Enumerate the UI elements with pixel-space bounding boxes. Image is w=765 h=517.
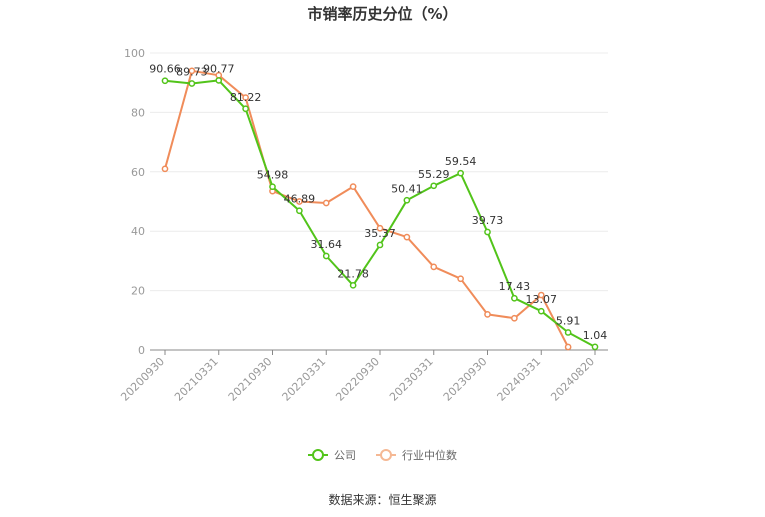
x-axis: 20200930 20210331 20210930 20220331 20220930… xyxy=(118,349,608,404)
data-source: 数据来源：恒生聚源 xyxy=(328,493,437,507)
x-tick-label: 20240820 xyxy=(548,355,597,404)
x-tick-label: 20240331 xyxy=(495,355,544,404)
data-point-industry-median xyxy=(296,198,303,205)
data-point-industry-median xyxy=(349,183,357,190)
data-label: 89.73 xyxy=(176,66,208,79)
data-point-industry-median xyxy=(564,343,572,351)
y-tick-label: 60 xyxy=(131,166,145,179)
series-line-company xyxy=(164,79,596,348)
data-label: 90.77 xyxy=(203,62,235,75)
data-point-company xyxy=(269,183,276,191)
y-tick-label: 40 xyxy=(131,225,145,238)
data-point-company xyxy=(161,77,169,85)
data-label: 17.43 xyxy=(499,280,531,293)
data-point-industry-median xyxy=(484,311,491,318)
data-label: 1.04 xyxy=(583,329,608,342)
data-point-industry-median xyxy=(188,67,196,75)
y-tick-label: 0 xyxy=(138,344,145,357)
data-point-industry-median xyxy=(457,275,464,283)
data-label: 39.73 xyxy=(472,214,504,227)
data-label: 55.29 xyxy=(418,168,450,181)
x-tick-label: 20210331 xyxy=(172,355,221,404)
data-point-company xyxy=(242,105,249,113)
data-point-industry-median xyxy=(403,233,411,241)
data-point-company xyxy=(537,307,545,315)
data-label: 59.54 xyxy=(445,155,477,168)
grid-lines xyxy=(150,52,608,292)
data-point-industry-median xyxy=(322,199,330,207)
data-label: 46.89 xyxy=(284,193,316,206)
x-tick-label: 20220930 xyxy=(333,355,382,404)
data-label: 31.64 xyxy=(311,238,343,251)
chart-title: 市销率历史分位（%） xyxy=(307,5,458,23)
x-tick-label: 20220331 xyxy=(280,355,329,404)
legend-swatch-industry-median xyxy=(376,449,396,461)
data-point-industry-median xyxy=(242,94,249,101)
data-label: 35.37 xyxy=(364,227,396,240)
data-point-company xyxy=(215,77,223,84)
data-label: 50.41 xyxy=(391,182,423,195)
y-tick-label: 20 xyxy=(131,285,145,298)
legend: 公司 行业中位数 xyxy=(0,447,765,463)
legend-item-industry-median[interactable]: 行业中位数 xyxy=(376,447,457,463)
data-point-company xyxy=(484,228,491,236)
data-point-industry-median xyxy=(537,291,545,299)
data-point-company xyxy=(296,207,303,215)
legend-swatch-company xyxy=(308,449,328,461)
data-point-industry-median xyxy=(376,224,384,232)
data-point-industry-median xyxy=(430,263,438,271)
data-point-industry-median xyxy=(511,314,518,322)
data-point-company xyxy=(403,196,411,204)
x-tick-label: 20200930 xyxy=(118,355,167,404)
legend-label-company: 公司 xyxy=(334,449,356,462)
data-label: 90.66 xyxy=(149,63,181,76)
data-label: 81.22 xyxy=(230,91,262,104)
series xyxy=(161,67,599,351)
data-point-company xyxy=(188,80,196,87)
data-point-company xyxy=(457,169,464,177)
y-axis: 0 20 40 60 80 100 xyxy=(124,47,145,357)
data-point-company xyxy=(376,241,384,249)
y-tick-label: 80 xyxy=(131,106,145,119)
data-label: 13.07 xyxy=(526,293,558,306)
legend-item-company[interactable]: 公司 xyxy=(308,447,356,463)
data-label: 21.78 xyxy=(337,267,369,280)
y-tick-label: 100 xyxy=(124,47,145,60)
data-point-company xyxy=(349,281,357,289)
data-label: 5.91 xyxy=(556,314,581,327)
data-label: 54.98 xyxy=(257,169,289,182)
x-tick-label: 20230331 xyxy=(387,355,436,404)
data-point-industry-median xyxy=(161,165,169,173)
series-line-industry-median xyxy=(164,69,569,348)
data-point-company xyxy=(591,343,599,351)
data-point-company xyxy=(564,329,572,336)
legend-label-industry-median: 行业中位数 xyxy=(402,449,457,462)
data-point-company xyxy=(430,182,438,190)
x-tick-label: 20210930 xyxy=(226,355,275,404)
data-point-company xyxy=(322,252,330,260)
data-point-company xyxy=(511,294,518,302)
x-tick-label: 20230930 xyxy=(441,355,490,404)
